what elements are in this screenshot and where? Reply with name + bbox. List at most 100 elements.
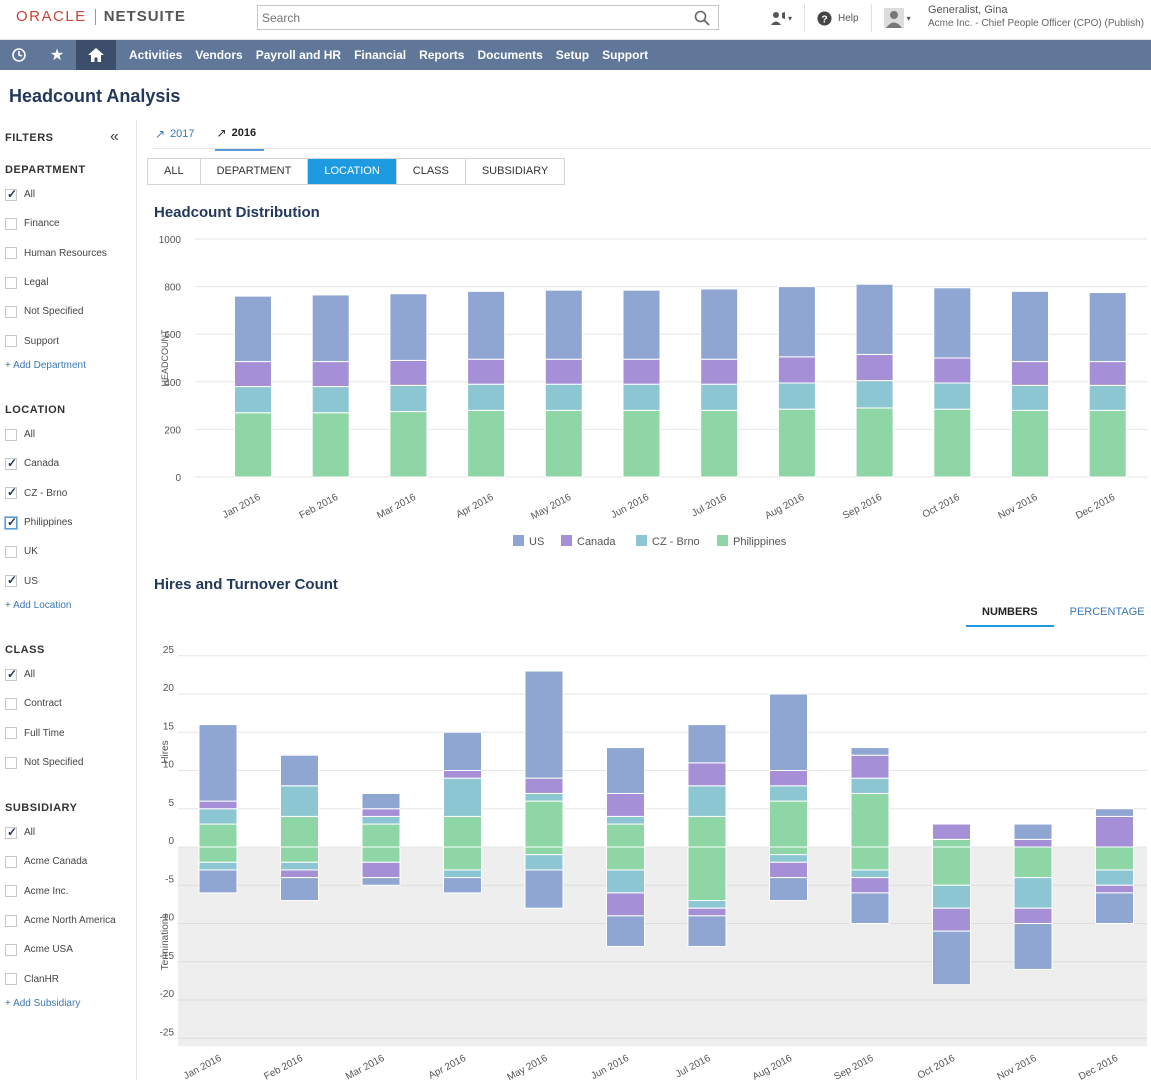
recent-records-menu[interactable]: ▾ — [770, 10, 792, 26]
tab-subsidiary[interactable]: SUBSIDIARY — [481, 165, 549, 177]
recent-history-icon[interactable] — [0, 40, 38, 70]
nav-documents[interactable]: Documents — [477, 48, 543, 62]
class-option[interactable]: Not Specified — [5, 748, 83, 777]
hires-bar-segment — [361, 792, 401, 810]
y-tick-label: 25 — [163, 645, 175, 656]
home-icon[interactable] — [76, 40, 116, 70]
person-speaker-icon — [771, 12, 785, 25]
department-option-label: Legal — [24, 277, 49, 289]
tab-2017[interactable]: ↗ 2017 — [153, 124, 203, 151]
department-option[interactable]: Finance — [5, 209, 107, 238]
nav-reports[interactable]: Reports — [419, 48, 465, 62]
tab-2016-label: 2016 — [231, 127, 257, 139]
location-option[interactable]: UK — [5, 537, 72, 566]
netsuite-logo[interactable]: ORACLE NETSUITE — [16, 8, 186, 25]
department-option[interactable]: Not Specified — [5, 297, 107, 326]
department-checkbox[interactable] — [5, 335, 17, 348]
subsidiary-checkbox[interactable] — [5, 973, 17, 986]
department-heading: DEPARTMENT — [5, 164, 86, 176]
location-checkbox[interactable] — [5, 573, 17, 588]
class-option[interactable]: Full Time — [5, 719, 83, 748]
department-option[interactable]: Human Resources — [5, 239, 107, 268]
nav-setup[interactable]: Setup — [555, 48, 590, 62]
add-subsidiary-link[interactable]: + Add Subsidiary — [5, 997, 81, 1009]
nav-payroll-hr[interactable]: Payroll and HR — [255, 48, 342, 62]
terminations-bar-segment — [932, 930, 971, 986]
tab-2016[interactable]: ↗ 2016 — [214, 124, 265, 151]
class-option[interactable]: All — [5, 660, 83, 689]
x-tick-label: Jul 2016 — [690, 492, 729, 520]
department-checkbox[interactable] — [5, 247, 17, 260]
subsidiary-option[interactable]: Acme USA — [5, 935, 116, 964]
nav-vendors[interactable]: Vendors — [195, 48, 243, 62]
department-option[interactable]: Legal — [5, 268, 107, 297]
y-tick-label: 400 — [164, 378, 181, 389]
location-option[interactable]: All — [5, 420, 72, 449]
tab-numbers[interactable]: NUMBERS — [966, 604, 1054, 627]
y-tick-label: 5 — [168, 798, 174, 809]
department-checkbox[interactable] — [5, 276, 17, 289]
nav-financial[interactable]: Financial — [354, 48, 407, 62]
x-tick-label: Jan 2016 — [221, 492, 263, 521]
nav-support[interactable]: Support — [602, 48, 649, 62]
user-info[interactable]: Generalist, Gina Acme Inc. - Chief Peopl… — [928, 4, 1144, 30]
hires-bar-segment — [361, 808, 401, 817]
location-option[interactable]: Canada — [5, 449, 72, 478]
subsidiary-checkbox[interactable] — [5, 914, 17, 927]
department-option[interactable]: Support — [5, 326, 107, 355]
location-checkbox[interactable] — [5, 485, 17, 500]
subsidiary-checkbox[interactable] — [5, 885, 17, 898]
location-checkbox[interactable] — [5, 456, 17, 470]
search-icon[interactable] — [694, 10, 710, 26]
subsidiary-option[interactable]: ClanHR — [5, 964, 116, 993]
location-option[interactable]: CZ - Brno — [5, 479, 72, 508]
collapse-sidebar-icon[interactable]: « — [110, 128, 119, 145]
location-checkbox[interactable] — [5, 428, 17, 441]
class-checkbox[interactable] — [5, 727, 17, 740]
subsidiary-checkbox[interactable] — [5, 825, 17, 839]
subsidiary-checkbox[interactable] — [5, 855, 17, 868]
terminations-bar-segment — [606, 869, 645, 894]
department-checkbox[interactable] — [5, 305, 17, 318]
tab-location[interactable]: LOCATION — [308, 159, 397, 184]
bar-segment — [234, 412, 272, 478]
bar-segment — [1011, 290, 1049, 363]
search-input[interactable] — [258, 6, 678, 29]
location-checkbox[interactable] — [5, 515, 17, 529]
bar-segment — [855, 380, 894, 409]
class-checkbox[interactable] — [5, 667, 17, 681]
hires-bar-segment — [687, 815, 727, 848]
class-checkbox[interactable] — [5, 697, 17, 710]
department-checkbox[interactable] — [5, 187, 17, 201]
department-checkbox[interactable] — [5, 217, 17, 230]
location-option[interactable]: US — [5, 566, 72, 595]
user-role: Acme Inc. - Chief People Officer (CPO) (… — [928, 18, 1144, 29]
tab-all[interactable]: ALL — [148, 159, 201, 184]
subsidiary-option[interactable]: Acme Canada — [5, 847, 116, 876]
add-location-link[interactable]: + Add Location — [5, 599, 72, 611]
help-link[interactable]: ? Help — [817, 10, 859, 26]
tab-percentage[interactable]: PERCENTAGE — [1069, 606, 1145, 618]
class-checkbox[interactable] — [5, 756, 17, 769]
bar-segment — [933, 357, 972, 384]
subsidiary-option[interactable]: Acme North America — [5, 906, 116, 935]
department-option[interactable]: All — [5, 180, 107, 209]
legend-swatch — [561, 535, 572, 546]
location-option[interactable]: Philippines — [5, 508, 72, 537]
tab-class[interactable]: CLASS — [397, 159, 466, 184]
terminations-bar-segment — [443, 869, 482, 879]
favorites-star-icon[interactable]: ★ — [49, 47, 65, 64]
hires-bar-segment — [850, 792, 890, 848]
hires-bar-segment — [769, 800, 808, 848]
class-option[interactable]: Contract — [5, 689, 83, 718]
add-department-link[interactable]: + Add Department — [5, 359, 86, 371]
location-checkbox[interactable] — [5, 545, 17, 558]
nav-activities[interactable]: Activities — [129, 48, 183, 62]
divider — [804, 4, 806, 32]
terminations-bar-segment — [280, 877, 319, 902]
user-menu[interactable]: ▾ — [883, 8, 911, 28]
subsidiary-option[interactable]: All — [5, 818, 116, 847]
subsidiary-checkbox[interactable] — [5, 943, 17, 956]
subsidiary-option[interactable]: Acme Inc. — [5, 877, 116, 906]
tab-department[interactable]: DEPARTMENT — [201, 159, 309, 184]
